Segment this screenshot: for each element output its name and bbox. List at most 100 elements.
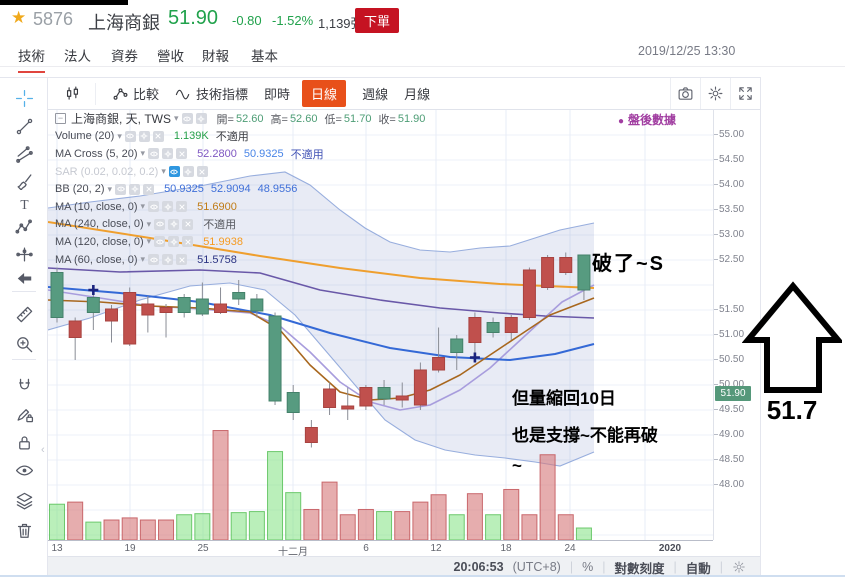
- annotation-note3[interactable]: ~: [512, 456, 522, 475]
- chevron-down-icon[interactable]: ▾: [140, 254, 146, 265]
- price-axis[interactable]: 55.00 54.50 54.00 53.50 53.00 52.50 51.50 51.00…: [713, 110, 760, 540]
- visibility-icon[interactable]: [148, 254, 160, 266]
- tool-forecast-icon[interactable]: [11, 241, 37, 267]
- axis-settings-gear-icon[interactable]: [732, 560, 746, 574]
- tool-magnet-icon[interactable]: [11, 373, 37, 399]
- tool-brush-icon[interactable]: [11, 167, 37, 193]
- toolbar-技術指標[interactable]: 技術指標: [175, 84, 248, 103]
- annotation-broke-text[interactable]: 破了~S: [592, 253, 666, 275]
- chevron-down-icon[interactable]: ▾: [146, 236, 152, 247]
- chevron-down-icon[interactable]: ▾: [140, 148, 146, 159]
- time-tick: 18: [500, 543, 512, 554]
- toolbar-日線[interactable]: 日線: [302, 80, 347, 107]
- legend-row-volume[interactable]: Volume (20) ▾ 1.139K 不適用: [55, 128, 425, 146]
- remove-icon[interactable]: [196, 166, 208, 178]
- tab-基本[interactable]: 基本: [251, 49, 278, 64]
- settings-icon[interactable]: [129, 183, 141, 195]
- toolbar-即時[interactable]: 即時: [264, 84, 290, 103]
- time-tick: 6: [363, 543, 369, 554]
- tab-法人[interactable]: 法人: [64, 49, 91, 64]
- tool-trendline-icon[interactable]: [11, 113, 37, 139]
- legend-row-macross[interactable]: MA Cross (5, 20) ▾ 52.2800 50.9325 不適用: [55, 145, 425, 163]
- chevron-down-icon[interactable]: ▾: [161, 166, 166, 177]
- percent-scale-button[interactable]: %: [582, 560, 594, 574]
- ohlc-key: 高=: [270, 113, 288, 126]
- tool-ruler-icon[interactable]: [11, 301, 37, 327]
- candle-style-button[interactable]: [64, 85, 81, 102]
- legend-value: 50.9325: [164, 183, 204, 196]
- legend-row-bb[interactable]: BB (20, 2) ▾ 50.9325 52.9094 48.9556: [55, 180, 425, 198]
- tool-zoom-in-icon[interactable]: [11, 331, 37, 357]
- toolbar-gear-icon[interactable]: [700, 78, 730, 109]
- toolbar-週線[interactable]: 週線: [362, 84, 388, 103]
- legend-row-ma60[interactable]: MA (60, close, 0) ▾ 51.5758: [55, 251, 425, 269]
- toolbar-expand-icon[interactable]: [730, 78, 760, 109]
- annotation-note2[interactable]: 也是支撐~不能再破: [512, 426, 658, 445]
- toolbar-camera-icon[interactable]: [670, 78, 700, 109]
- tool-layers-icon[interactable]: [11, 487, 37, 513]
- tool-gann-icon[interactable]: [11, 141, 37, 167]
- legend-row-ma120[interactable]: MA (120, close, 0) ▾ 51.9938: [55, 233, 425, 251]
- time-axis[interactable]: 13 19 25 十二月 6 12 18 24 2020: [48, 540, 713, 558]
- tab-技術[interactable]: 技術: [18, 45, 45, 73]
- order-button[interactable]: 下單: [355, 8, 400, 33]
- settings-icon[interactable]: [162, 254, 174, 266]
- log-scale-button[interactable]: 對數刻度: [614, 561, 665, 576]
- remove-icon[interactable]: [182, 236, 194, 248]
- gear-icon: [131, 185, 138, 193]
- annotation-up-arrow[interactable]: 51.7: [741, 281, 845, 431]
- toolbar-月線[interactable]: 月線: [404, 84, 430, 103]
- settings-icon[interactable]: [168, 218, 180, 230]
- legend-row-ma240[interactable]: MA (240, close, 0) ▾ 不適用: [55, 216, 425, 234]
- tool-lock-icon[interactable]: [11, 429, 37, 455]
- remove-icon[interactable]: [176, 254, 188, 266]
- remove-icon[interactable]: [143, 183, 155, 195]
- legend-row-symbol[interactable]: − 上海商銀, 天, TWS ▾ 開= 52.60 高= 52.60 低= 51.70 收= 51.…: [55, 110, 425, 128]
- remove-icon[interactable]: [176, 148, 188, 160]
- settings-icon[interactable]: [162, 201, 174, 213]
- visibility-icon[interactable]: [154, 236, 166, 248]
- tool-pencil-lock-icon[interactable]: [11, 401, 37, 427]
- visibility-icon[interactable]: [181, 113, 193, 125]
- settings-icon[interactable]: [195, 113, 207, 125]
- collapse-icon[interactable]: −: [55, 113, 66, 125]
- tool-text-icon[interactable]: T: [11, 191, 37, 217]
- tool-pattern-icon[interactable]: [11, 215, 37, 241]
- visibility-icon[interactable]: [148, 148, 160, 160]
- auto-scale-button[interactable]: 自動: [685, 561, 711, 576]
- remove-icon[interactable]: [182, 218, 194, 230]
- annotation-note1[interactable]: 但量縮回10日: [512, 389, 616, 408]
- settings-icon[interactable]: [162, 148, 174, 160]
- tool-arrow-left-icon[interactable]: [11, 265, 37, 291]
- tool-eye-icon[interactable]: [11, 457, 37, 483]
- chevron-down-icon[interactable]: ▾: [107, 183, 113, 194]
- visibility-icon[interactable]: [148, 201, 160, 213]
- visibility-icon[interactable]: [115, 183, 127, 195]
- tab-財報[interactable]: 財報: [202, 49, 229, 64]
- tab-營收[interactable]: 營收: [157, 49, 184, 64]
- chevron-down-icon[interactable]: ▾: [140, 201, 146, 212]
- time-tick: 25: [197, 543, 209, 554]
- settings-icon[interactable]: [168, 236, 180, 248]
- chevron-down-icon[interactable]: ▾: [174, 113, 179, 124]
- chevron-down-icon[interactable]: ▾: [117, 130, 122, 141]
- tool-trash-icon[interactable]: [11, 517, 37, 543]
- chevron-down-icon[interactable]: ▾: [146, 218, 152, 229]
- settings-icon[interactable]: [182, 166, 194, 178]
- star-icon[interactable]: ★: [11, 8, 27, 27]
- legend-row-ma10[interactable]: MA (10, close, 0) ▾ 51.6900: [55, 198, 425, 216]
- remove-icon[interactable]: [152, 130, 164, 142]
- sidebar-collapse-handle[interactable]: ‹: [41, 444, 45, 456]
- tab-資券[interactable]: 資券: [111, 49, 138, 64]
- tool-crosshair-icon[interactable]: [11, 85, 37, 111]
- toolbar-比較[interactable]: 比較: [112, 84, 159, 103]
- annotation-underline[interactable]: [0, 0, 128, 5]
- settings-icon[interactable]: [138, 130, 150, 142]
- visibility-icon[interactable]: [124, 130, 136, 142]
- visibility-icon[interactable]: [168, 166, 180, 178]
- remove-icon[interactable]: [176, 201, 188, 213]
- x-icon: [145, 186, 152, 192]
- visibility-icon[interactable]: [154, 218, 166, 230]
- brush-icon: [17, 173, 31, 190]
- legend-row-sar[interactable]: SAR (0.02, 0.02, 0.2) ▾: [55, 163, 425, 181]
